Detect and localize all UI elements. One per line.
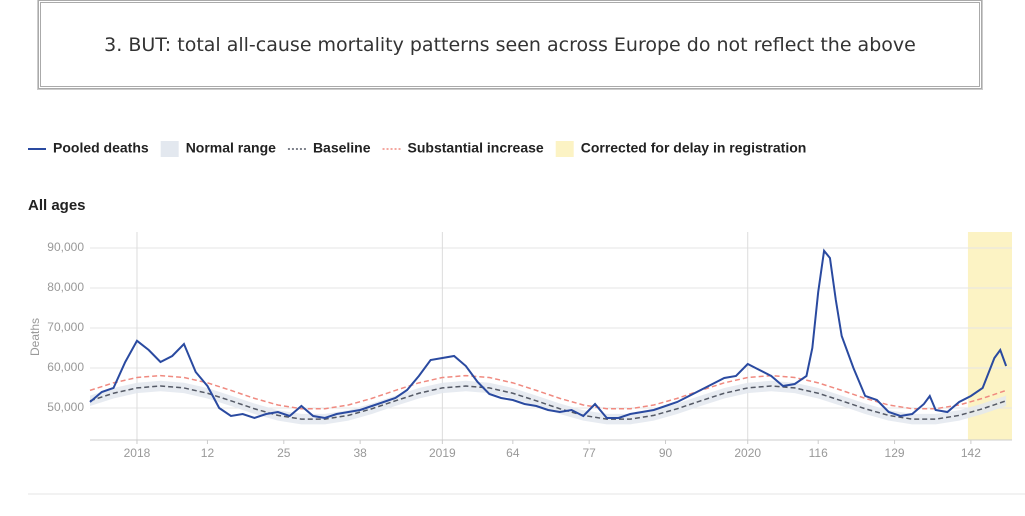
legend-label: Pooled deaths (53, 140, 149, 156)
y-tick-label: 50,000 (47, 400, 84, 414)
legend-label: Baseline (313, 140, 371, 156)
x-tick-label: 2020 (734, 446, 761, 460)
x-tick-label: 2019 (429, 446, 456, 460)
reference-line (89, 374, 1007, 410)
legend-label: Normal range (186, 140, 276, 156)
x-tick-label: 142 (961, 446, 981, 460)
x-tick-label: 90 (659, 446, 673, 460)
banner: 3. BUT: total all-cause mortality patter… (37, 0, 983, 90)
x-tick-label: 77 (582, 446, 596, 460)
y-tick-label: 60,000 (47, 360, 84, 374)
y-axis-label: Deaths (28, 318, 42, 356)
y-tick-label: 90,000 (47, 240, 84, 254)
x-tick-label: 12 (201, 446, 215, 460)
legend-swatch (555, 141, 574, 157)
x-tick-label: 116 (809, 446, 828, 460)
x-tick-label: 64 (506, 446, 520, 460)
x-tick-label: 2018 (124, 446, 151, 460)
x-tick-label: 25 (277, 446, 291, 460)
legend-swatch (160, 141, 179, 157)
normal-range (90, 380, 1007, 425)
y-tick-label: 80,000 (47, 280, 84, 294)
chart-title: All ages (28, 197, 86, 214)
reference-line (89, 385, 1007, 420)
y-tick-label: 70,000 (47, 320, 84, 334)
legend-label: Corrected for delay in registration (581, 140, 807, 156)
x-tick-label: 38 (353, 446, 367, 460)
data-line (89, 248, 1008, 420)
x-tick-label: 129 (885, 446, 905, 460)
legend-label: Substantial increase (408, 140, 544, 156)
